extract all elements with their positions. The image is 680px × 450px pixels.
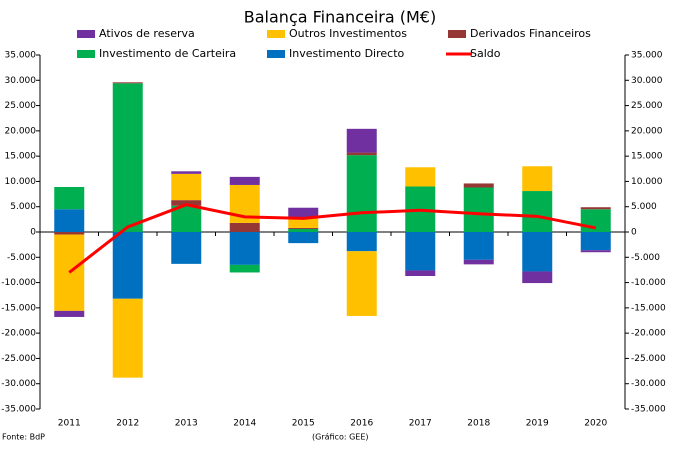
bar-segment <box>580 207 611 210</box>
bar-segment <box>288 207 319 218</box>
y-tick-label: 30.000 <box>5 76 37 86</box>
y2-tick-label: 10.000 <box>631 177 663 187</box>
y-tick-label: 35.000 <box>5 51 37 61</box>
x-tick-label: 2019 <box>526 419 549 429</box>
y-tick-label: -5.000 <box>7 253 36 263</box>
legend-label: Saldo <box>470 47 501 60</box>
x-tick-label: 2017 <box>409 419 432 429</box>
bar-segment <box>288 232 319 244</box>
bar-segment <box>405 270 436 276</box>
x-tick-label: 2020 <box>584 419 607 429</box>
legend-swatch <box>267 30 285 38</box>
y2-tick-label: 35.000 <box>631 51 663 61</box>
bar-segment <box>229 222 260 232</box>
y-tick-label: 0 <box>30 228 36 238</box>
credit: (Gráfico: GEE) <box>312 433 369 442</box>
bar-segment <box>171 171 202 174</box>
y2-tick-label: -35.000 <box>631 405 666 415</box>
y-tick-label: -20.000 <box>1 329 36 339</box>
legend-label: Derivados Financeiros <box>470 27 591 40</box>
bar-segment <box>112 298 143 378</box>
y-tick-label: -35.000 <box>1 405 36 415</box>
bar-segment <box>463 232 494 260</box>
y2-tick-label: 25.000 <box>631 101 663 111</box>
bar-segment <box>522 271 553 284</box>
bar-segment <box>346 251 377 316</box>
bar-segment <box>346 152 377 156</box>
bar-segment <box>522 232 553 272</box>
chart-title: Balança Financeira (M€) <box>244 8 436 27</box>
bar-segment <box>229 176 260 185</box>
x-tick-label: 2016 <box>350 419 373 429</box>
bar-segment <box>580 209 611 232</box>
y2-tick-label: -10.000 <box>631 278 666 288</box>
y-tick-label: -30.000 <box>1 379 36 389</box>
legend-swatch <box>77 30 95 38</box>
bar-segment <box>54 232 85 235</box>
bar-segment <box>288 227 319 229</box>
y2-tick-label: -15.000 <box>631 303 666 313</box>
bar-segment <box>112 232 143 299</box>
bar-segment <box>171 232 202 264</box>
y-tick-label: -25.000 <box>1 354 36 364</box>
bar-segment <box>346 232 377 252</box>
legend-swatch <box>448 30 466 38</box>
bar-segment <box>54 186 85 210</box>
y-tick-label: 20.000 <box>5 126 37 136</box>
bar-segment <box>171 173 202 201</box>
bar-segment <box>463 259 494 265</box>
bar-segment <box>288 228 319 232</box>
y2-tick-label: -25.000 <box>631 354 666 364</box>
y2-tick-label: -30.000 <box>631 379 666 389</box>
y-tick-label: 15.000 <box>5 152 37 162</box>
x-tick-label: 2014 <box>233 419 256 429</box>
bar-segment <box>405 167 436 187</box>
legend-label: Outros Investimentos <box>289 27 407 40</box>
bar-segment <box>522 191 553 232</box>
legend-label: Investimento de Carteira <box>99 47 236 60</box>
y-tick-label: 10.000 <box>5 177 37 187</box>
bar-segment <box>229 264 260 273</box>
bar-segment <box>522 166 553 192</box>
bar-segment <box>54 310 85 317</box>
y2-tick-label: 0 <box>631 228 637 238</box>
legend-swatch <box>267 50 285 58</box>
x-tick-label: 2013 <box>175 419 198 429</box>
bar-segment <box>463 183 494 188</box>
y2-tick-label: 15.000 <box>631 152 663 162</box>
bar-segment <box>580 232 611 251</box>
bar-segment <box>405 232 436 271</box>
bar-segment <box>346 128 377 153</box>
legend-label: Investimento Directo <box>289 47 405 60</box>
y-tick-label: 5.000 <box>10 202 36 212</box>
bar-segment <box>171 200 202 206</box>
x-tick-label: 2015 <box>292 419 315 429</box>
y2-tick-label: 20.000 <box>631 126 663 136</box>
bar-segment <box>229 232 260 265</box>
bar-segment <box>288 217 319 228</box>
x-tick-label: 2011 <box>58 419 81 429</box>
y2-tick-label: -5.000 <box>631 253 660 263</box>
y-tick-label: -10.000 <box>1 278 36 288</box>
y2-tick-label: 5.000 <box>631 202 657 212</box>
bar-segment <box>54 234 85 311</box>
legend-label: Ativos de reserva <box>99 27 195 40</box>
y-tick-label: -15.000 <box>1 303 36 313</box>
source: Fonte: BdP <box>2 433 45 442</box>
y-tick-label: 25.000 <box>5 101 37 111</box>
saldo-line <box>68 203 597 274</box>
bar-segment <box>463 187 494 232</box>
x-tick-label: 2012 <box>116 419 139 429</box>
x-tick-label: 2018 <box>467 419 490 429</box>
y2-tick-label: 30.000 <box>631 76 663 86</box>
bar-segment <box>112 82 143 84</box>
bar-segment <box>54 209 85 232</box>
bar-segment <box>346 155 377 232</box>
y2-tick-label: -20.000 <box>631 329 666 339</box>
bar-segment <box>580 250 611 253</box>
legend-swatch <box>77 50 95 58</box>
bar-segment <box>112 83 143 232</box>
